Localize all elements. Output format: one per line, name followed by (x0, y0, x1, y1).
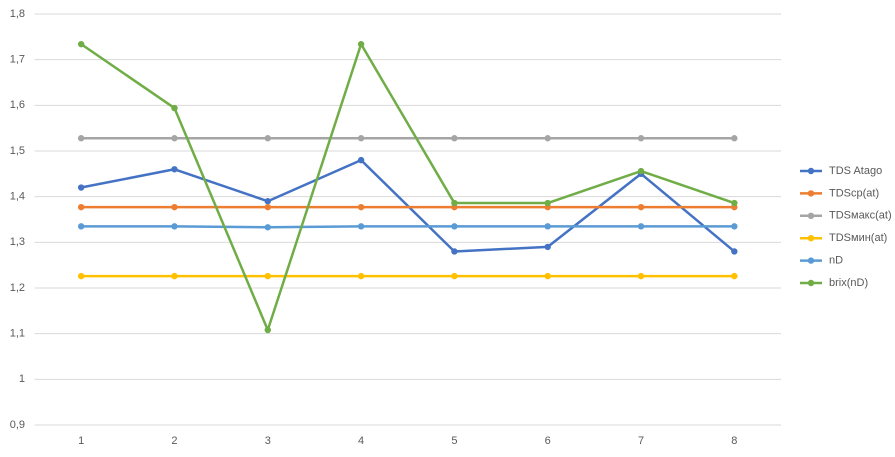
legend-label: brix(nD) (829, 277, 868, 289)
point (77, 203, 85, 211)
point (77, 272, 85, 280)
y-tick-label: 1,8 (10, 8, 25, 20)
point (357, 135, 365, 142)
point (544, 223, 551, 230)
point (637, 135, 645, 142)
point (451, 248, 458, 255)
x-tick-label: 1 (78, 435, 84, 447)
legend-marker (807, 279, 815, 287)
point (451, 135, 458, 142)
series-line (80, 42, 735, 332)
point (264, 198, 271, 205)
point (637, 203, 645, 211)
point (171, 135, 178, 142)
y-tick-label: 1,4 (10, 191, 25, 203)
point (171, 203, 178, 211)
y-tick-label: 0,9 (10, 419, 25, 431)
point (544, 199, 551, 207)
point (637, 272, 645, 280)
series-line (80, 158, 736, 253)
legend-marker (807, 257, 815, 264)
legend-label: TDScp(at) (829, 187, 879, 199)
legend-label: nD (829, 255, 843, 267)
point (264, 272, 271, 280)
legend-label: TDS Atago (829, 165, 882, 177)
point (357, 156, 365, 164)
x-tick-label: 3 (265, 435, 271, 447)
point (731, 272, 738, 280)
x-tick-label: 4 (358, 435, 364, 447)
legend-label: TDSмакс(at) (829, 210, 892, 222)
point (637, 167, 645, 175)
y-tick-label: 1,7 (10, 54, 25, 66)
x-tick-label: 7 (638, 435, 644, 447)
y-tick-label: 1,2 (10, 282, 25, 294)
point (451, 223, 458, 230)
point (264, 203, 271, 211)
point (544, 243, 551, 251)
point (264, 224, 271, 231)
legend-marker (807, 167, 815, 175)
y-tick-label: 1,5 (10, 145, 25, 157)
point (77, 40, 85, 48)
point (264, 326, 271, 334)
point (357, 40, 365, 48)
x-tick-label: 2 (171, 435, 177, 447)
x-tick-label: 6 (545, 435, 551, 447)
point (77, 184, 85, 191)
point (357, 223, 365, 230)
point (731, 248, 738, 255)
point (77, 135, 85, 142)
point (171, 166, 178, 173)
y-tick-label: 1,6 (10, 99, 25, 111)
point (544, 135, 551, 142)
series-line (81, 225, 735, 229)
x-tick-label: 8 (731, 435, 737, 447)
legend-marker (807, 212, 815, 219)
point (357, 272, 365, 280)
point (171, 272, 178, 280)
point (451, 199, 458, 207)
legend-label: TDSмин(at) (829, 232, 887, 244)
point (171, 223, 178, 230)
x-tick-label: 5 (451, 435, 457, 447)
y-tick-label: 1,3 (10, 236, 25, 248)
point (357, 203, 365, 211)
point (451, 272, 458, 280)
point (731, 223, 738, 230)
legend-marker (807, 235, 815, 242)
point (637, 223, 645, 230)
point (77, 223, 85, 230)
legend-marker (807, 190, 815, 197)
point (544, 272, 551, 280)
point (171, 104, 178, 112)
y-tick-label: 1 (19, 373, 25, 385)
point (264, 135, 271, 142)
point (731, 135, 738, 142)
y-tick-label: 1,1 (10, 328, 25, 340)
point (731, 199, 738, 207)
